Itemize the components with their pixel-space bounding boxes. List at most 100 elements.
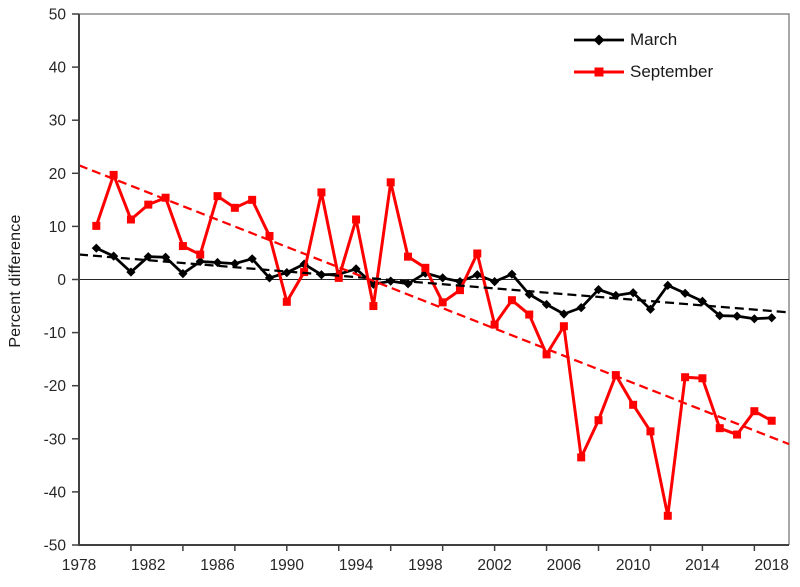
x-tick-label-2006: 2006	[547, 557, 581, 574]
marker-september-1983	[161, 193, 170, 202]
marker-september-1989	[265, 231, 274, 240]
marker-september-2005	[542, 350, 551, 359]
legend-label-september: September	[630, 62, 714, 81]
marker-march-1984	[178, 269, 188, 279]
x-tick-label-2018: 2018	[754, 557, 788, 574]
marker-september-1996	[386, 178, 395, 187]
y-axis-title: Percent difference	[7, 214, 24, 348]
marker-march-1994	[351, 264, 361, 274]
marker-september-1997	[404, 252, 413, 261]
marker-september-1984	[178, 242, 187, 251]
marker-march-1999	[438, 273, 448, 283]
x-tick-label-1986: 1986	[200, 557, 234, 574]
marker-september-1987	[230, 203, 239, 212]
plot-border	[79, 13, 790, 545]
marker-september-1980	[109, 170, 118, 179]
x-tick-label-1998: 1998	[408, 557, 442, 574]
marker-march-2014	[697, 296, 708, 306]
y-tick-label-20: 20	[49, 166, 67, 183]
marker-march-1983	[160, 252, 171, 262]
marker-september-1979	[92, 221, 101, 230]
y-tick-label--10: -10	[44, 325, 67, 342]
trendline-march	[78, 253, 790, 314]
marker-september-1993	[334, 273, 343, 282]
marker-march-1990	[282, 267, 292, 278]
marker-march-2011	[645, 304, 656, 314]
marker-march-1987	[230, 258, 240, 269]
march-line-marker-icon	[570, 24, 628, 56]
marker-september-1994	[352, 215, 361, 224]
marker-march-2006	[559, 309, 569, 319]
marker-september-1988	[248, 195, 257, 204]
y-tick-label--40: -40	[44, 484, 67, 501]
marker-september-2000	[455, 286, 464, 295]
marker-september-1995	[369, 302, 378, 311]
marker-march-2012	[663, 280, 673, 290]
x-tick-label-1994: 1994	[339, 557, 374, 574]
marker-march-1986	[212, 257, 223, 268]
marker-september-1982	[144, 200, 153, 209]
x-tick-label-2010: 2010	[616, 557, 651, 574]
y-tick-label--20: -20	[44, 378, 67, 395]
marker-september-2007	[577, 453, 586, 462]
marker-march-1998	[420, 268, 430, 278]
marker-march-1979	[91, 243, 101, 253]
marker-september-2015	[715, 424, 724, 433]
september-line-marker-icon	[570, 56, 628, 88]
y-tick-label-40: 40	[49, 60, 67, 77]
series-line-september	[94, 173, 773, 518]
y-tick-label-50: 50	[49, 7, 67, 24]
y-tick-label-30: 30	[49, 113, 67, 130]
marker-march-2000	[455, 277, 465, 287]
marker-september-2008	[594, 416, 603, 425]
marker-september-1992	[317, 188, 326, 197]
series-line-march	[95, 246, 772, 321]
y-tick-label-10: 10	[49, 219, 67, 236]
axes	[72, 13, 789, 551]
marker-march-2013	[680, 288, 690, 298]
marker-september-1990	[282, 297, 291, 306]
marker-september-1998	[421, 263, 430, 272]
marker-march-2005	[541, 299, 552, 310]
x-tick-label-1982: 1982	[131, 557, 165, 574]
marker-march-2018	[767, 313, 777, 323]
marker-march-2016	[732, 311, 742, 321]
marker-september-2017	[750, 407, 759, 416]
legend-entry-march: March	[570, 24, 713, 56]
marker-september-1999	[438, 298, 447, 307]
marker-march-1981	[126, 267, 136, 277]
marker-september-2010	[629, 400, 638, 409]
x-tick-label-2002: 2002	[477, 557, 511, 574]
marker-march-2007	[576, 303, 586, 313]
marker-march-2010	[628, 288, 638, 298]
marker-march-1997	[403, 279, 413, 289]
legend-entry-september: September	[570, 56, 713, 88]
y-tick-label--30: -30	[44, 431, 67, 448]
trendline-september	[78, 164, 790, 446]
y-tick-label--50: -50	[44, 538, 67, 555]
marker-march-2008	[593, 284, 604, 295]
marker-september-2013	[681, 373, 690, 382]
marker-september-1985	[196, 250, 205, 259]
x-tick-label-1978: 1978	[62, 557, 96, 574]
marker-september-1986	[213, 192, 222, 201]
legend-label-march: March	[630, 30, 678, 49]
marker-september-1981	[126, 215, 135, 224]
marker-march-1982	[143, 252, 153, 262]
marker-september-2018	[767, 416, 776, 425]
marker-march-1989	[264, 273, 275, 283]
y-tick-label-0: 0	[57, 272, 66, 289]
marker-september-2001	[473, 249, 482, 258]
x-tick-label-1990: 1990	[270, 557, 305, 574]
legend: March September	[570, 24, 713, 88]
marker-march-2002	[490, 277, 500, 287]
marker-september-2011	[646, 427, 655, 436]
marker-september-2003	[507, 296, 516, 305]
marker-march-2015	[715, 311, 725, 321]
marker-march-2003	[507, 269, 517, 279]
plot-border-line	[79, 13, 790, 545]
marker-september-2006	[559, 322, 568, 331]
marker-march-2001	[472, 270, 482, 280]
